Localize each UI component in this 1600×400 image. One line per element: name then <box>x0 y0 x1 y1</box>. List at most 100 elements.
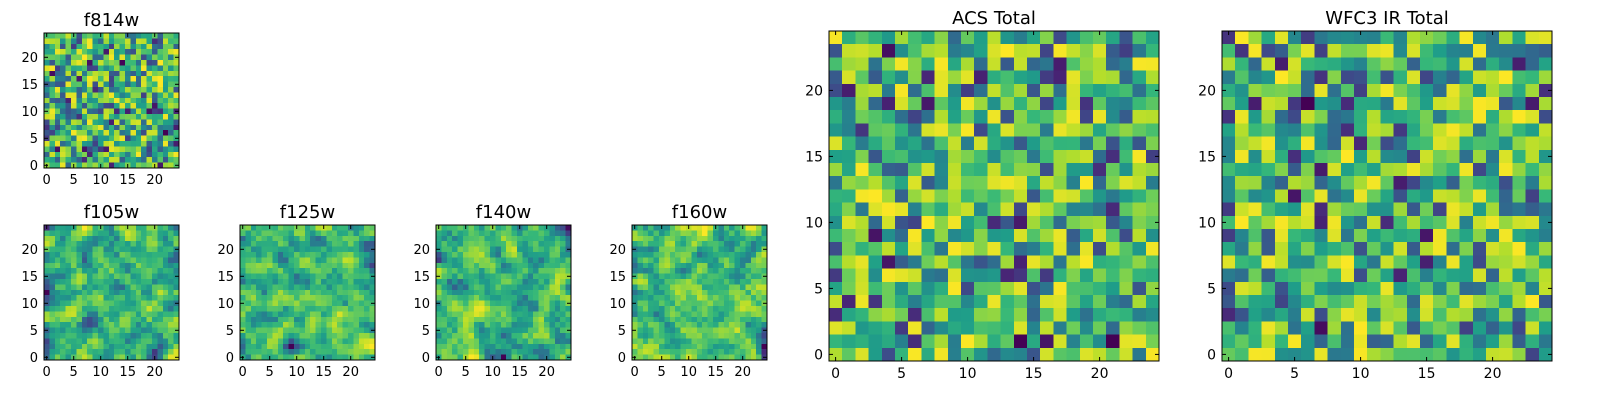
heatmap-cell <box>648 295 655 302</box>
heatmap-cell <box>961 83 975 98</box>
heatmap-cell <box>353 300 360 307</box>
heatmap-cell <box>162 54 169 61</box>
x-tick-label: 10 <box>484 365 501 380</box>
heatmap-cell <box>522 246 529 253</box>
heatmap-cell <box>1367 281 1381 296</box>
heatmap-cell <box>304 235 311 242</box>
heatmap-cell <box>168 135 175 142</box>
heatmap-cell <box>696 333 703 339</box>
heatmap-cell <box>680 338 687 345</box>
heatmap-cell <box>565 279 572 285</box>
heatmap-cell <box>353 289 360 296</box>
heatmap-cell <box>1486 189 1500 204</box>
heatmap-cell <box>108 76 115 83</box>
heatmap-cell <box>141 257 148 264</box>
heatmap-cell <box>750 279 757 285</box>
heatmap-cell <box>125 97 131 104</box>
heatmap-cell <box>756 338 763 345</box>
heatmap-cell <box>146 97 153 104</box>
heatmap-cell <box>321 349 327 356</box>
heatmap-cell <box>299 241 306 248</box>
heatmap-cell <box>632 349 638 356</box>
heatmap-cell <box>114 279 121 285</box>
heatmap-cell <box>506 268 513 275</box>
heatmap-cell <box>173 257 180 264</box>
heatmap-cell <box>479 327 486 334</box>
heatmap-cell <box>1314 308 1329 322</box>
heatmap-cell <box>71 252 77 258</box>
heatmap-cell <box>1235 176 1249 190</box>
heatmap-cell <box>549 235 556 242</box>
heatmap-cell <box>92 43 99 50</box>
heatmap-cell <box>1525 123 1540 138</box>
heatmap-cell <box>761 343 768 350</box>
heatmap-cell <box>527 354 534 361</box>
heatmap-cell <box>987 215 1002 230</box>
heatmap-cell <box>934 229 949 243</box>
heatmap-cell <box>1248 136 1263 151</box>
heatmap-cell <box>842 334 856 349</box>
heatmap-cell <box>495 241 502 248</box>
heatmap-cell <box>549 241 556 248</box>
heatmap-cell <box>441 284 448 291</box>
heatmap-cell <box>1446 149 1461 164</box>
heatmap-cell <box>49 70 56 77</box>
heatmap-cell <box>76 38 83 45</box>
heatmap-cell <box>490 273 496 280</box>
heatmap-cell <box>1420 229 1434 243</box>
heatmap-cell <box>868 83 883 98</box>
heatmap-cell <box>522 273 529 280</box>
heatmap-cell <box>632 252 638 258</box>
heatmap-cell <box>54 43 61 50</box>
heatmap-cell <box>369 284 376 291</box>
heatmap-cell <box>1327 70 1342 85</box>
heatmap-cell <box>881 149 896 164</box>
heatmap-cell <box>713 316 719 323</box>
heatmap-cell <box>141 81 148 88</box>
heatmap-cell <box>659 273 665 280</box>
heatmap-cell <box>256 316 263 323</box>
heatmap-cell <box>331 333 338 339</box>
heatmap-cell <box>44 230 50 237</box>
heatmap-cell <box>146 322 153 329</box>
heatmap-cell <box>544 295 550 302</box>
heatmap-cell <box>119 141 126 147</box>
heatmap-cell <box>463 262 469 269</box>
heatmap-cell <box>168 354 175 361</box>
heatmap-cell <box>1459 31 1474 45</box>
heatmap-cell <box>146 81 153 88</box>
heatmap-cell <box>490 230 496 237</box>
heatmap-cell <box>60 343 67 350</box>
heatmap-cell <box>1106 255 1120 270</box>
heatmap-cell <box>272 316 279 323</box>
heatmap-cell <box>173 60 180 66</box>
heatmap-cell <box>135 114 142 120</box>
heatmap-cell <box>1066 83 1081 98</box>
heatmap-cell <box>49 225 56 231</box>
heatmap-cell <box>1538 321 1553 336</box>
heatmap-cell <box>1380 123 1395 138</box>
heatmap-cell <box>54 235 61 242</box>
heatmap-cell <box>707 349 714 356</box>
heatmap-cell <box>648 225 655 231</box>
heatmap-cell <box>527 284 534 291</box>
heatmap-cell <box>60 119 67 126</box>
heatmap-cell <box>511 262 518 269</box>
heatmap-cell <box>829 57 843 72</box>
heatmap-cell <box>756 300 763 307</box>
heatmap-cell <box>125 60 131 66</box>
heatmap-cell <box>1420 334 1434 349</box>
heatmap-cell <box>1079 110 1094 124</box>
heatmap-cell <box>1119 31 1134 45</box>
heatmap-cell <box>490 338 496 345</box>
heatmap-cell <box>1040 268 1054 283</box>
heatmap-cell <box>527 333 534 339</box>
heatmap-cell <box>152 295 158 302</box>
heatmap-cell <box>436 316 442 323</box>
heatmap-cell <box>358 252 365 258</box>
heatmap-cell <box>342 338 349 345</box>
heatmap-cell <box>1486 321 1500 336</box>
heatmap-cell <box>76 300 83 307</box>
heatmap-cell <box>1354 31 1368 45</box>
heatmap-cell <box>331 354 338 361</box>
